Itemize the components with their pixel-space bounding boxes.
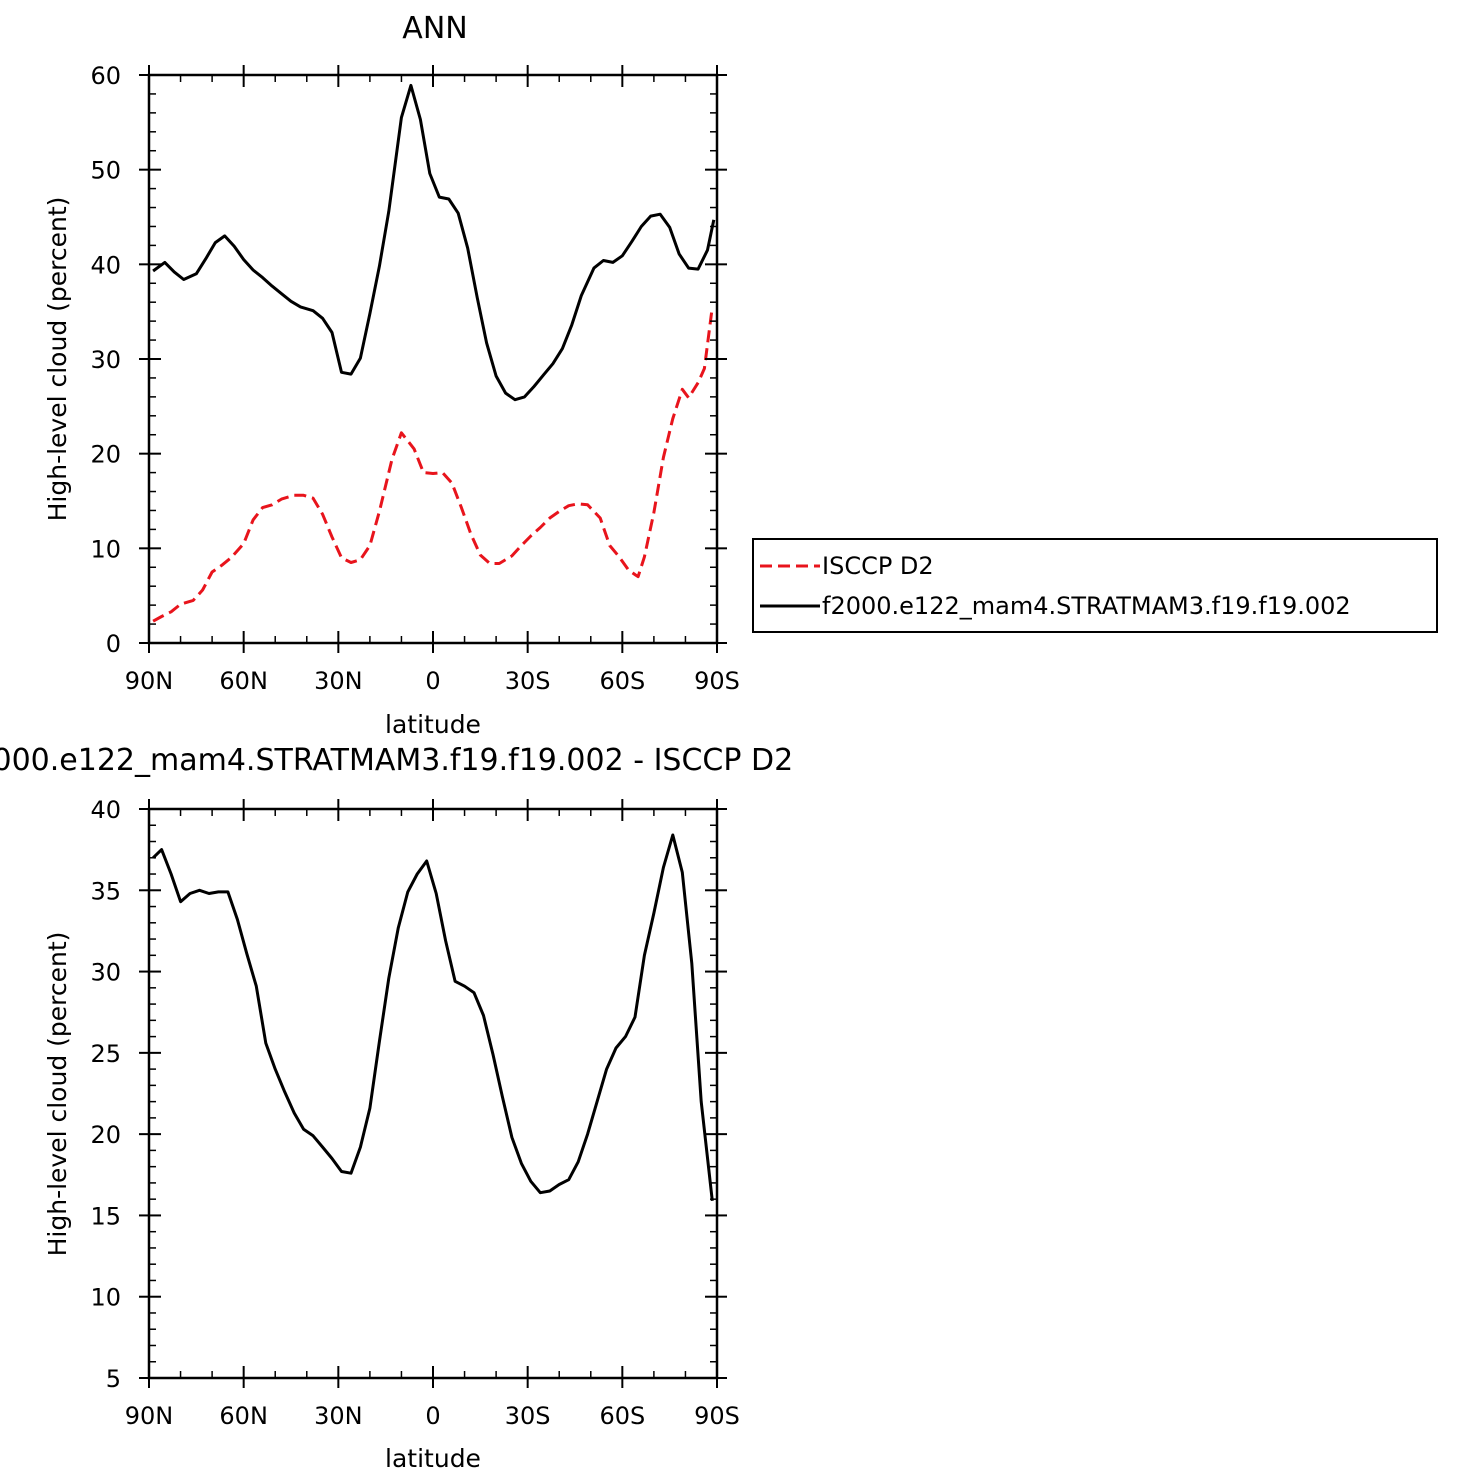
bottom-panel-x-tick-label: 60N	[219, 1402, 268, 1430]
bottom-panel: f2000.e122_mam4.STRATMAM3.f19.f19.002 - …	[0, 743, 793, 1473]
bottom-panel-y-tick-label: 35	[90, 877, 121, 905]
bottom-panel-ticks: 90N 60N 30N 0 30S 60S 90S 5 10 15 20 25 30 35 40	[90, 796, 739, 1430]
top-panel-y-tick-label: 0	[106, 630, 121, 658]
bottom-panel-x-axis-label: latitude	[385, 1444, 481, 1473]
top-panel-ticks: 90N 60N 30N 0 30S 60S 90S 0 10 20 30 40 50 60	[90, 62, 739, 695]
bottom-panel-y-tick-label: 20	[90, 1121, 121, 1149]
bottom-panel-y-tick-label: 5	[106, 1365, 121, 1393]
bottom-panel-x-tick-label: 60S	[599, 1402, 645, 1430]
top-panel: ANN 90N 60N 30N 0 30S 60S 90S 0 10 20 30 40 50 60 lat…	[43, 11, 740, 739]
bottom-panel-plot-frame	[147, 807, 719, 1380]
top-panel-x-tick-label: 0	[425, 667, 440, 695]
legend: ISCCP D2 f2000.e122_mam4.STRATMAM3.f19.f…	[752, 538, 1438, 633]
bottom-panel-y-axis-label: High-level cloud (percent)	[43, 932, 72, 1257]
bottom-panel-x-tick-label: 90N	[125, 1402, 174, 1430]
bottom-panel-y-tick-label: 10	[90, 1284, 121, 1312]
legend-label-model: f2000.e122_mam4.STRATMAM3.f19.f19.002	[822, 592, 1351, 620]
bottom-panel-marks	[152, 833, 714, 1201]
top-panel-title: ANN	[402, 11, 467, 46]
top-panel-x-tick-label: 30N	[314, 667, 363, 695]
top-panel-series-isccp-d2-line	[152, 306, 714, 623]
top-panel-x-tick-label: 90N	[125, 667, 174, 695]
top-panel-y-tick-label: 60	[90, 62, 121, 90]
top-panel-x-axis-label: latitude	[385, 710, 481, 739]
top-panel-x-tick-label: 60S	[599, 667, 645, 695]
top-panel-x-tick-label: 60N	[219, 667, 268, 695]
top-panel-x-tick-label: 30S	[505, 667, 551, 695]
bottom-panel-y-tick-label: 30	[90, 959, 121, 987]
bottom-panel-x-tick-label: 30N	[314, 1402, 363, 1430]
bottom-panel-x-tick-label: 0	[425, 1402, 440, 1430]
legend-label-isccp: ISCCP D2	[822, 552, 934, 580]
top-panel-y-tick-label: 50	[90, 157, 121, 185]
top-panel-marks	[152, 83, 716, 623]
top-panel-y-tick-label: 40	[90, 251, 121, 279]
bottom-panel-series-model-line	[152, 833, 714, 1201]
top-panel-y-tick-label: 10	[90, 535, 121, 563]
bottom-panel-x-tick-label: 90S	[694, 1402, 740, 1430]
top-panel-series-model-line	[152, 83, 716, 402]
top-panel-y-tick-label: 20	[90, 441, 121, 469]
top-panel-x-tick-label: 90S	[694, 667, 740, 695]
bottom-panel-y-tick-label: 15	[90, 1202, 121, 1230]
top-panel-y-tick-label: 30	[90, 346, 121, 374]
bottom-panel-title: f2000.e122_mam4.STRATMAM3.f19.f19.002 - …	[0, 743, 793, 778]
bottom-panel-y-tick-label: 40	[90, 796, 121, 824]
bottom-panel-y-tick-label: 25	[90, 1040, 121, 1068]
top-panel-plot-frame	[147, 73, 719, 645]
bottom-panel-x-tick-label: 30S	[505, 1402, 551, 1430]
legend-box	[752, 538, 1438, 633]
top-panel-y-axis-label: High-level cloud (percent)	[43, 197, 72, 522]
